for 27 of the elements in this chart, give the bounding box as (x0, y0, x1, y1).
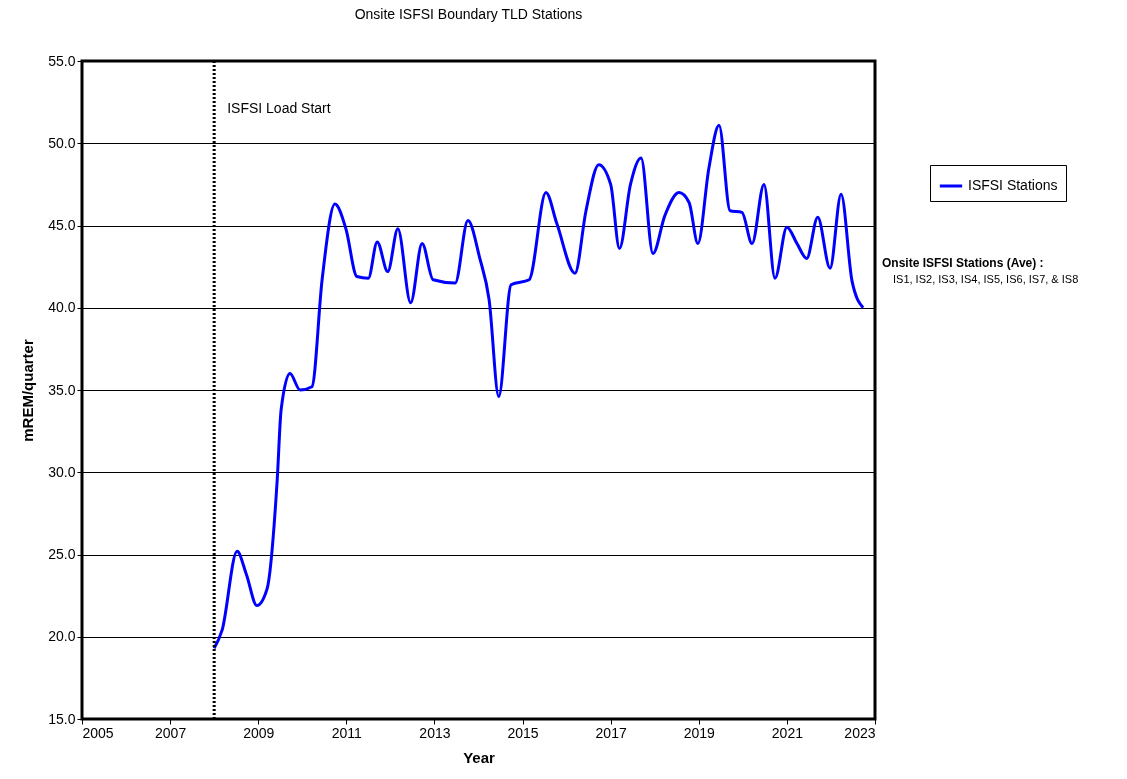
x-axis-title: Year (463, 748, 496, 766)
x-tick-label: 2017 (595, 724, 627, 741)
x-tick-label: 2009 (243, 724, 275, 741)
y-tick-label: 30.0 (48, 463, 76, 480)
text: Onsite ISFSI Stations (Ave) : (882, 256, 1044, 270)
line-series (212, 123, 865, 650)
chart-title: Onsite ISFSI Boundary TLD Stations (354, 6, 583, 22)
x-tick-label: 2005 (82, 724, 114, 741)
ref-line-label: ISFSI Load Start (227, 100, 331, 116)
x-tick-label: 2013 (419, 724, 451, 741)
text: IS1, IS2, IS3, IS4, IS5, IS6, IS7, & IS8 (893, 273, 1079, 285)
y-tick-label: 15.0 (48, 710, 76, 727)
x-tick-label: 2021 (771, 724, 804, 741)
y-tick-label: 50.0 (48, 134, 76, 151)
y-tick-label: 20.0 (48, 628, 76, 645)
y-tick-label: 25.0 (48, 546, 76, 562)
legend-label: ISFSI Stations (968, 177, 1058, 193)
x-tick-label: 2007 (155, 724, 187, 741)
x-tick-label: 2015 (507, 724, 539, 741)
x-tick-label: 2011 (331, 724, 363, 741)
y-tick-label: 35.0 (48, 381, 76, 398)
x-tick-label: 2023 (844, 724, 876, 741)
y-tick-label: 55.0 (48, 52, 76, 69)
x-tick-label: 2019 (683, 724, 716, 741)
y-axis-title: mREM/quarter (19, 339, 37, 442)
y-tick-label: 45.0 (48, 217, 76, 233)
y-tick-label: 40.0 (48, 299, 76, 316)
